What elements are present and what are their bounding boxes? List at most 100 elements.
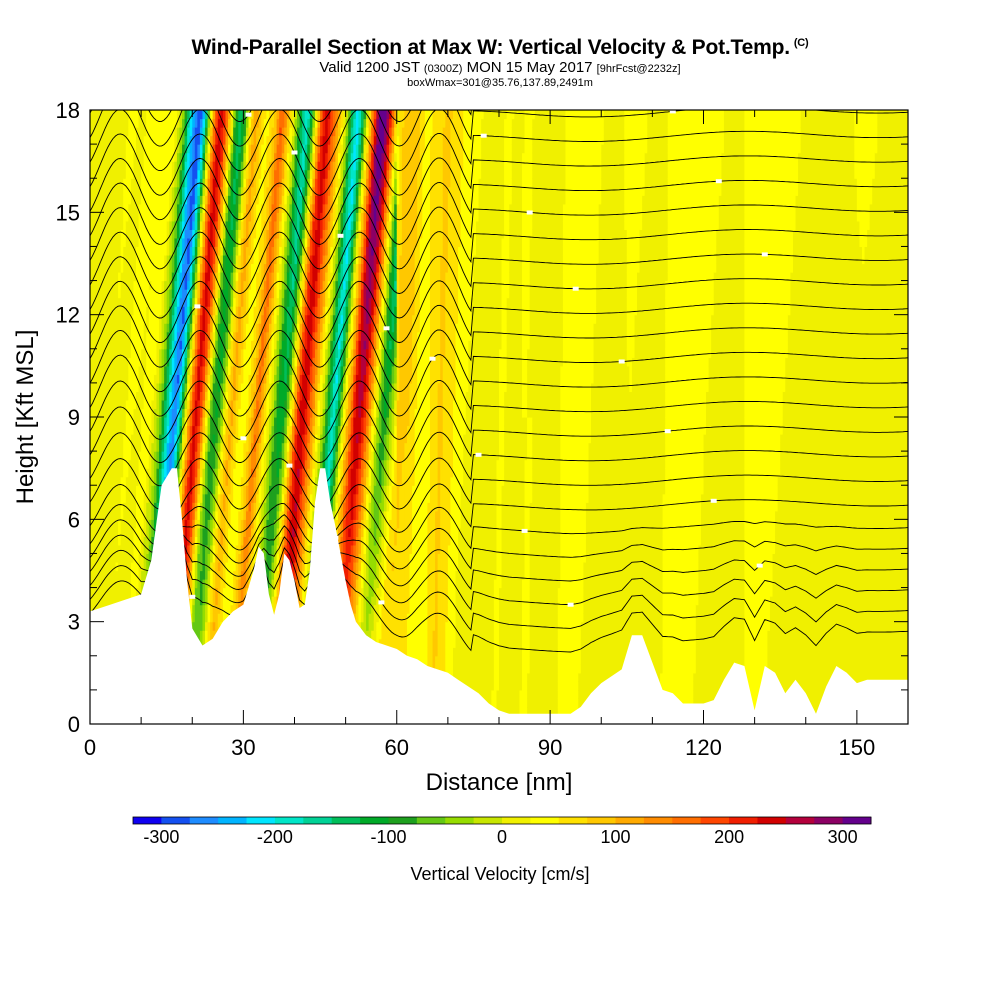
- velocity-cell: [102, 178, 106, 188]
- velocity-cell: [118, 135, 122, 145]
- velocity-cell: [120, 417, 124, 427]
- velocity-cell: [113, 425, 117, 435]
- velocity-cell: [138, 118, 142, 128]
- velocity-cell: [120, 587, 124, 597]
- velocity-cell: [105, 323, 109, 333]
- velocity-cell: [146, 536, 150, 546]
- velocity-cell: [156, 391, 160, 401]
- velocity-cell: [130, 246, 135, 256]
- velocity-cell: [153, 357, 158, 367]
- velocity-cell: [92, 519, 96, 529]
- velocity-cell: [146, 272, 150, 282]
- velocity-cell: [107, 220, 112, 230]
- velocity-cell: [95, 203, 99, 213]
- velocity-cell: [102, 280, 106, 290]
- velocity-cell: [123, 280, 127, 290]
- velocity-cell: [115, 331, 119, 341]
- velocity-cell: [138, 519, 142, 529]
- velocity-cell: [159, 382, 163, 393]
- velocity-cell: [128, 476, 132, 486]
- velocity-cell: [97, 374, 101, 384]
- velocity-cell: [136, 502, 140, 512]
- velocity-cell: [90, 604, 94, 614]
- velocity-cell: [148, 544, 152, 555]
- velocity-cell: [141, 527, 145, 537]
- velocity-cell: [115, 451, 119, 461]
- velocity-cell: [159, 365, 163, 375]
- velocity-cell: [130, 502, 135, 512]
- velocity-cell: [100, 485, 104, 495]
- velocity-cell: [110, 272, 114, 282]
- velocity-cell: [100, 374, 104, 384]
- velocity-cell: [100, 493, 104, 503]
- velocity-cell: [95, 493, 99, 503]
- velocity-cell: [123, 254, 127, 265]
- velocity-cell: [118, 476, 122, 486]
- velocity-cell: [90, 340, 94, 350]
- velocity-cell: [100, 434, 104, 444]
- velocity-cell: [100, 203, 104, 213]
- velocity-cell: [113, 365, 117, 375]
- velocity-cell: [138, 314, 142, 324]
- velocity-cell: [148, 178, 152, 188]
- velocity-cell: [133, 365, 137, 375]
- velocity-cell: [92, 544, 96, 555]
- velocity-cell: [100, 544, 104, 555]
- subtitle-forecast: [9hrFcst@2232z]: [597, 63, 681, 75]
- vertical-velocity-field: [90, 110, 908, 724]
- velocity-cell: [92, 536, 96, 546]
- velocity-cell: [151, 263, 155, 273]
- velocity-cell: [95, 229, 99, 239]
- velocity-cell: [113, 331, 117, 341]
- velocity-cell: [97, 340, 101, 350]
- velocity-cell: [92, 186, 96, 196]
- velocity-cell: [146, 169, 150, 179]
- velocity-cell: [146, 289, 150, 299]
- velocity-cell: [151, 314, 155, 324]
- velocity-cell: [146, 485, 150, 495]
- velocity-cell: [118, 544, 122, 555]
- velocity-cell: [97, 229, 101, 239]
- velocity-cell: [159, 442, 163, 452]
- velocity-cell: [105, 553, 109, 563]
- velocity-cell: [156, 220, 160, 230]
- velocity-cell: [105, 152, 109, 162]
- velocity-cell: [138, 246, 142, 256]
- velocity-cell: [120, 459, 124, 469]
- velocity-cell: [90, 212, 94, 222]
- velocity-cell: [125, 365, 129, 375]
- velocity-cell: [148, 553, 152, 563]
- velocity-cell: [123, 536, 127, 546]
- velocity-cell: [107, 485, 112, 495]
- velocity-cell: [120, 476, 124, 486]
- velocity-cell: [102, 314, 106, 324]
- velocity-cell: [128, 297, 132, 307]
- velocity-cell: [130, 272, 135, 282]
- velocity-cell: [146, 357, 150, 367]
- velocity-cell: [151, 527, 155, 537]
- velocity-cell: [120, 144, 124, 154]
- velocity-cell: [156, 493, 160, 503]
- velocity-cell: [151, 485, 155, 495]
- velocity-cell: [92, 254, 96, 265]
- velocity-cell: [115, 553, 119, 563]
- velocity-cell: [110, 152, 114, 162]
- velocity-cell: [90, 459, 94, 469]
- chart-subtitle: Valid 1200 JST (0300Z) MON 15 May 2017 […: [0, 60, 1000, 77]
- velocity-cell: [115, 579, 119, 589]
- velocity-cell: [95, 323, 99, 333]
- velocity-cell: [113, 152, 117, 162]
- velocity-cell: [97, 357, 101, 367]
- velocity-cell: [102, 519, 106, 529]
- velocity-cell: [151, 408, 155, 418]
- velocity-cell: [120, 314, 124, 324]
- velocity-cell: [102, 570, 106, 580]
- velocity-cell: [148, 434, 152, 444]
- velocity-cell: [151, 417, 155, 427]
- velocity-cell: [125, 186, 129, 196]
- velocity-cell: [105, 272, 109, 282]
- velocity-cell: [92, 323, 96, 333]
- velocity-cell: [95, 451, 99, 461]
- velocity-cell: [100, 399, 104, 410]
- velocity-cell: [153, 442, 158, 452]
